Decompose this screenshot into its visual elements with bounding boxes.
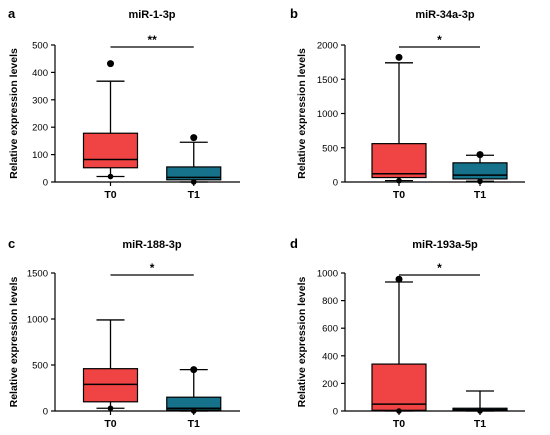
y-axis-label: Relative expression levels: [8, 276, 20, 407]
y-tick-label: 400: [322, 351, 338, 362]
panel-b: b miR-34a-3p Relative expression levels 0 50…: [290, 6, 525, 201]
y-tick-label: 1000: [317, 109, 338, 120]
y-tick-label: 200: [322, 379, 338, 390]
panel-d: d miR-193a-5p Relative expression levels 0 2…: [290, 236, 525, 430]
box-iqr: [82, 368, 139, 403]
y-axis-label: Relative expression levels: [296, 276, 308, 407]
y-tick-label: 0: [43, 407, 48, 418]
y-tick-label: 1000: [27, 315, 48, 326]
x-tick-label: T1: [474, 189, 486, 201]
panel-letter: c: [8, 236, 15, 251]
y-tick-label: 0: [43, 178, 48, 189]
x-tick-label: T1: [474, 418, 486, 430]
box-iqr: [371, 143, 427, 179]
panel-c: c miR-188-3p Relative expression levels 0 50…: [8, 236, 240, 430]
x-tick-label: T1: [188, 418, 200, 430]
y-tick-label: 200: [32, 123, 48, 134]
y-tick-label: 500: [32, 41, 48, 52]
min-point: [107, 173, 114, 180]
box-iqr: [371, 363, 427, 411]
panel-a: a miR-1-3p Relative expression levels 0 100 2…: [8, 6, 240, 201]
y-tick-label: 0: [333, 178, 338, 189]
y-tick-label: 800: [322, 296, 338, 307]
x-tick-label: T1: [188, 189, 200, 201]
box-t1: [166, 134, 222, 185]
x-tick-label: T0: [393, 418, 405, 430]
y-tick-label: 500: [322, 143, 338, 154]
outlier-point: [395, 53, 403, 61]
panel-title: miR-34a-3p: [415, 9, 475, 21]
box-t1: [452, 390, 508, 414]
y-tick-label: 100: [32, 150, 48, 161]
box-iqr: [82, 132, 139, 169]
panel-letter: d: [290, 236, 298, 251]
panel-title: miR-193a-5p: [412, 239, 478, 251]
x-tick-label: T0: [104, 189, 116, 201]
y-tick-label: 1500: [27, 269, 48, 280]
y-tick-label: 2000: [317, 41, 338, 52]
outlier-point: [395, 275, 403, 283]
panel-letter: a: [8, 6, 16, 21]
panel-letter: b: [290, 6, 298, 21]
box-t0: [371, 275, 427, 414]
box-iqr: [452, 162, 508, 180]
box-t1: [166, 366, 222, 414]
significance-label: *: [437, 261, 442, 275]
box-t0: [82, 60, 139, 180]
significance-label: **: [147, 33, 157, 47]
y-tick-label: 300: [32, 95, 48, 106]
significance-label: *: [150, 261, 155, 275]
box-t0: [371, 53, 427, 184]
y-tick-label: 1000: [317, 269, 338, 280]
min-point: [107, 405, 114, 412]
x-tick-label: T0: [104, 418, 116, 430]
panel-title: miR-188-3p: [122, 239, 182, 251]
y-tick-label: 500: [32, 361, 48, 372]
outlier-point: [476, 151, 484, 159]
y-tick-label: 1500: [317, 75, 338, 86]
y-axis-label: Relative expression levels: [8, 48, 20, 179]
y-tick-label: 400: [32, 68, 48, 79]
outlier-point: [190, 134, 198, 142]
box-t0: [82, 319, 139, 412]
y-axis-label: Relative expression levels: [296, 48, 308, 179]
panel-title: miR-1-3p: [128, 9, 175, 21]
box-t1: [452, 151, 508, 185]
outlier-point: [190, 366, 198, 374]
x-tick-label: T0: [393, 189, 405, 201]
y-tick-label: 0: [333, 407, 338, 418]
y-tick-label: 600: [322, 324, 338, 335]
outlier-point: [107, 60, 114, 68]
min-point: [477, 178, 483, 185]
significance-label: *: [437, 33, 442, 47]
min-point: [396, 177, 402, 184]
